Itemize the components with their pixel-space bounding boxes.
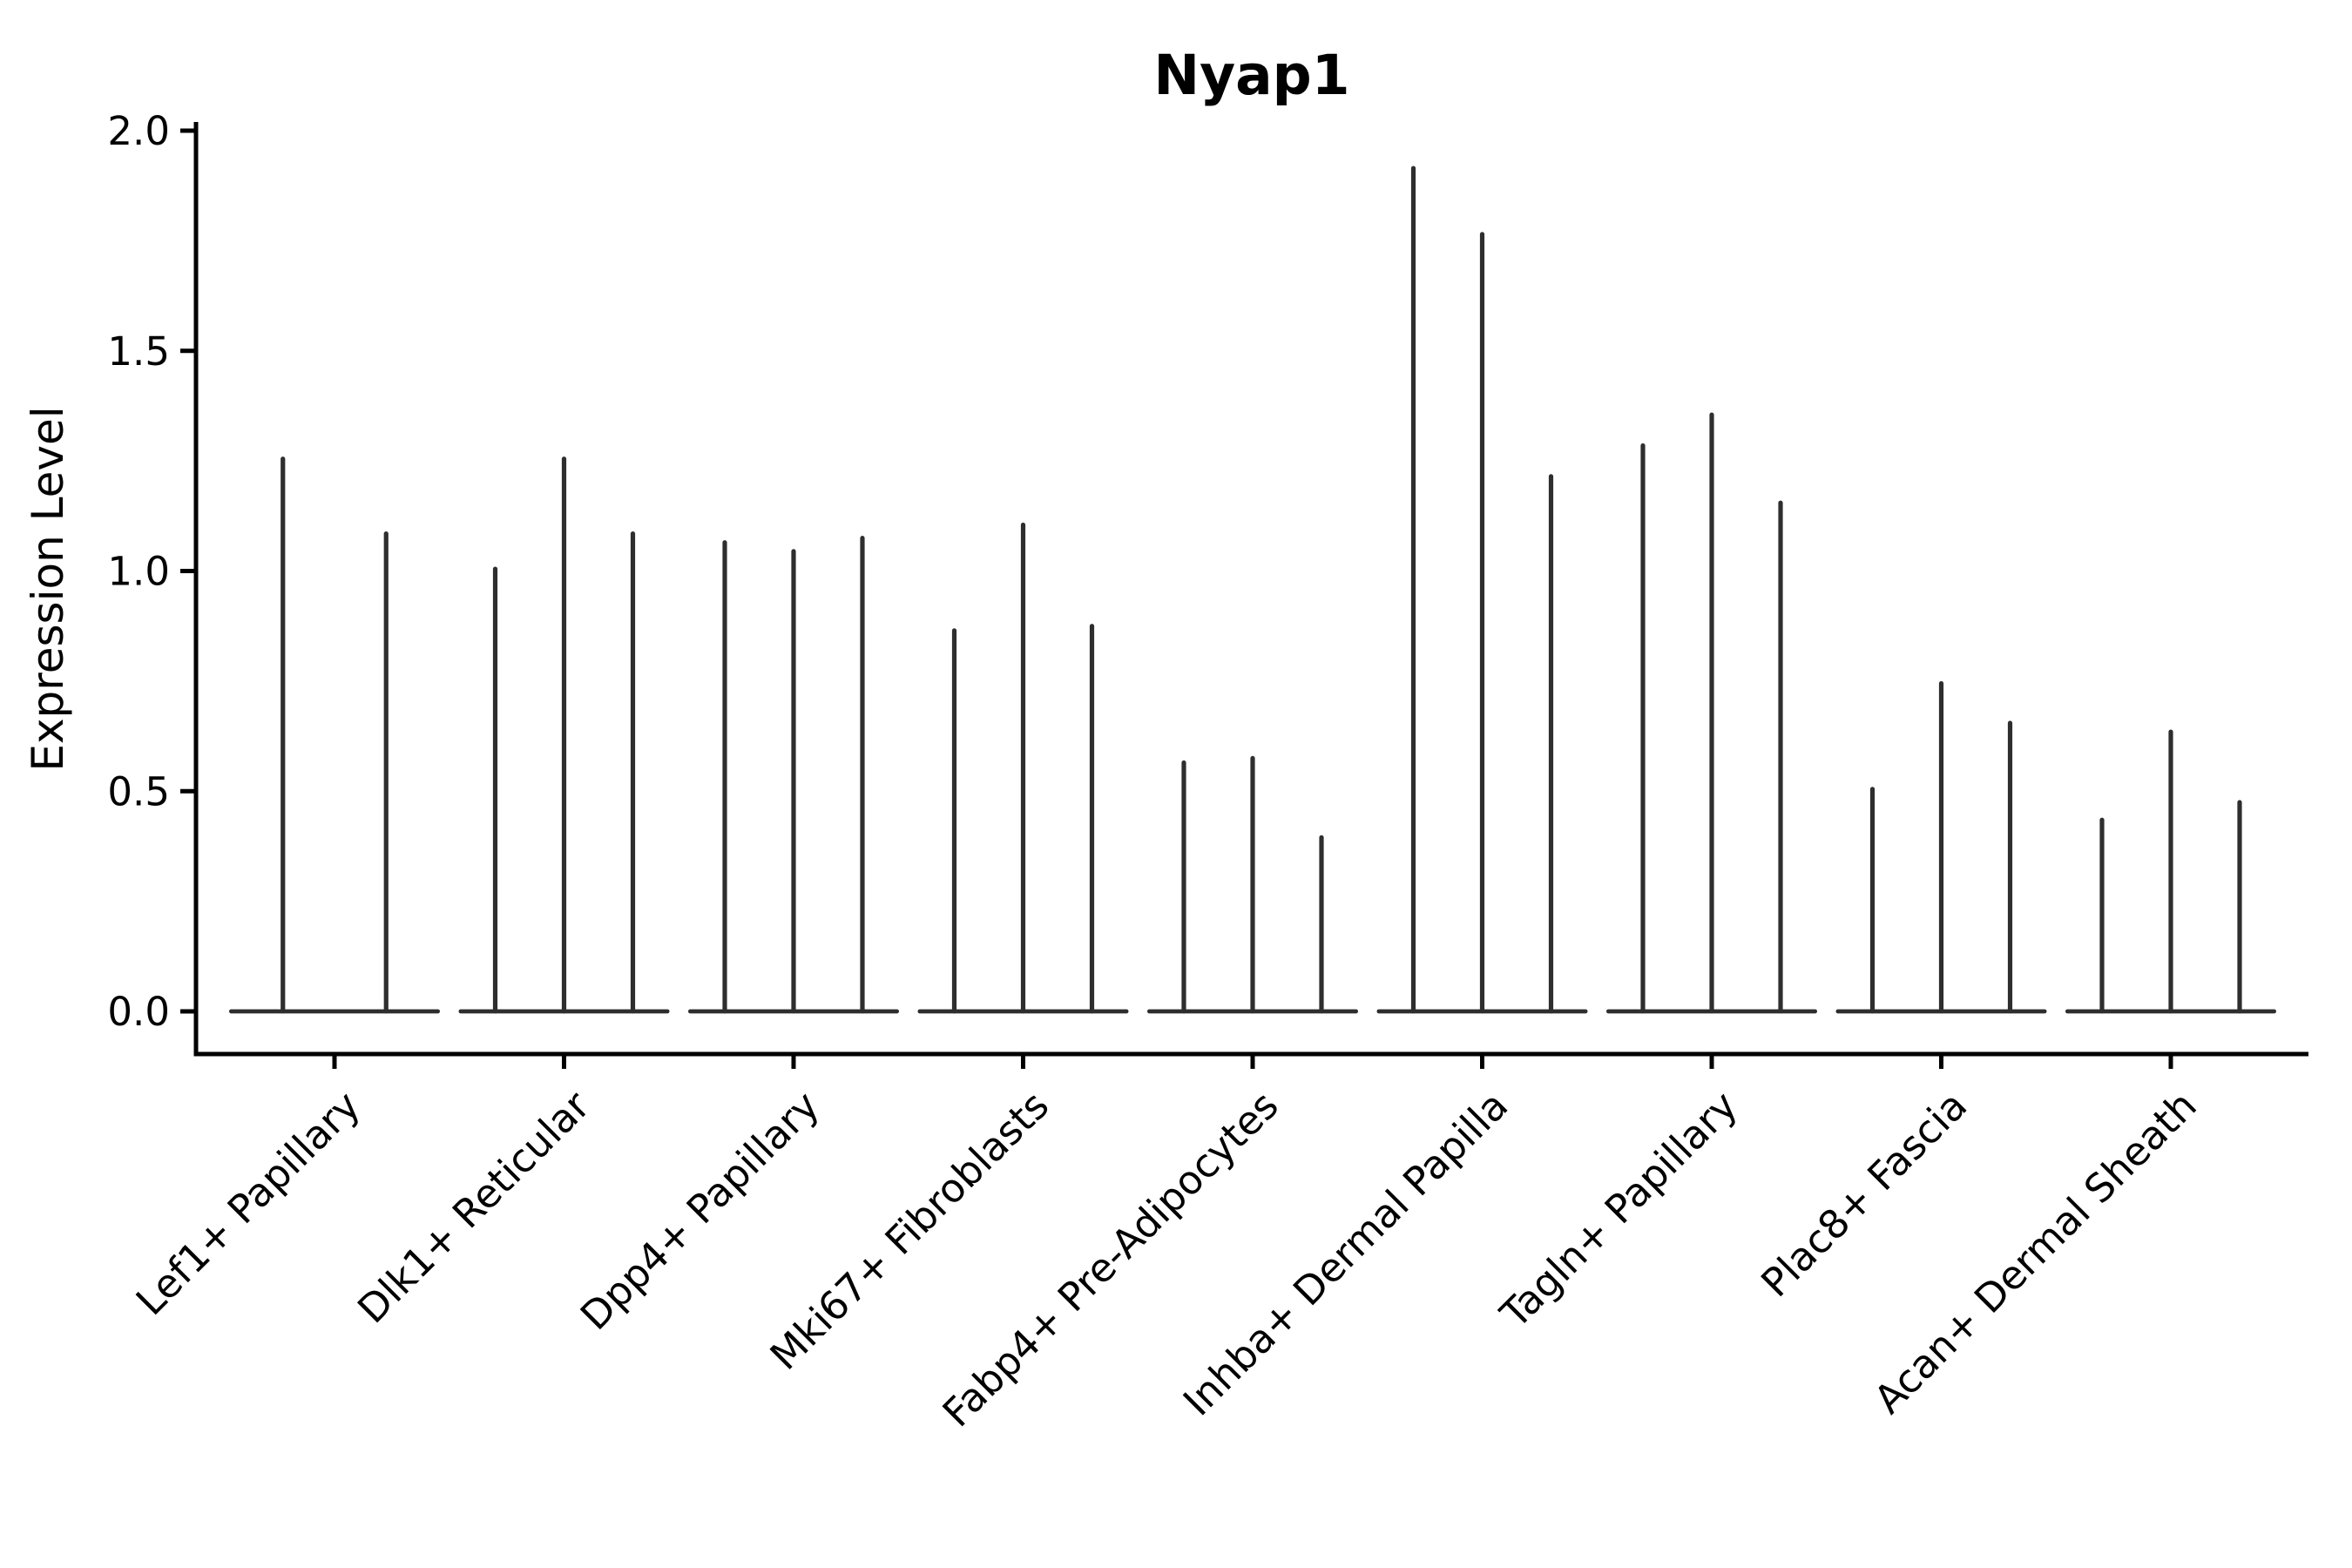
violin-spike [1548,474,1554,1014]
y-tick-label: 0.5 [107,768,170,814]
violin-spike [383,531,389,1014]
x-tick-label: Dlk1+ Reticular [348,1082,598,1332]
violin-spike [1319,835,1324,1014]
violin-spike [860,536,865,1014]
violin-spike [1089,624,1095,1014]
violin-spike [1410,166,1416,1014]
chart-title: Nyap1 [1153,44,1349,107]
x-tick-label: Tagln+ Papillary [1491,1082,1747,1337]
y-tick-label: 0.0 [107,989,170,1035]
violin-spike [951,628,957,1014]
violin-spike [2007,720,2013,1014]
violin-baseline [229,1009,440,1014]
violin-spike [2168,729,2173,1014]
y-axis-label: Expression Level [23,406,73,771]
y-tick-label: 1.5 [107,328,170,375]
violin-spike [1479,232,1485,1014]
y-tick-label: 2.0 [107,108,170,154]
violin-spike [1181,760,1186,1014]
violin-spike [1250,755,1255,1014]
x-tick-label: Lef1+ Papillary [127,1082,369,1324]
violin-spike [492,566,498,1014]
violin-spike [1020,522,1026,1014]
violin-spike [1640,443,1646,1014]
violin-spike [630,531,636,1014]
violin-spike [1869,787,1876,1014]
x-tick-label: Plac8+ Fascia [1752,1082,1976,1306]
violin-spike [2099,817,2105,1014]
violin-spike [1938,680,1944,1014]
violin-spike [1778,500,1783,1014]
violin-spike [1709,412,1714,1014]
y-tick-label: 1.0 [107,549,170,595]
violin-spike [561,456,567,1014]
violin-spike [722,540,727,1014]
violin-spike [791,549,796,1014]
violin-spike [2237,800,2242,1014]
violin-spike [280,456,286,1014]
x-tick-label: Dpp4+ Papillary [571,1082,828,1339]
